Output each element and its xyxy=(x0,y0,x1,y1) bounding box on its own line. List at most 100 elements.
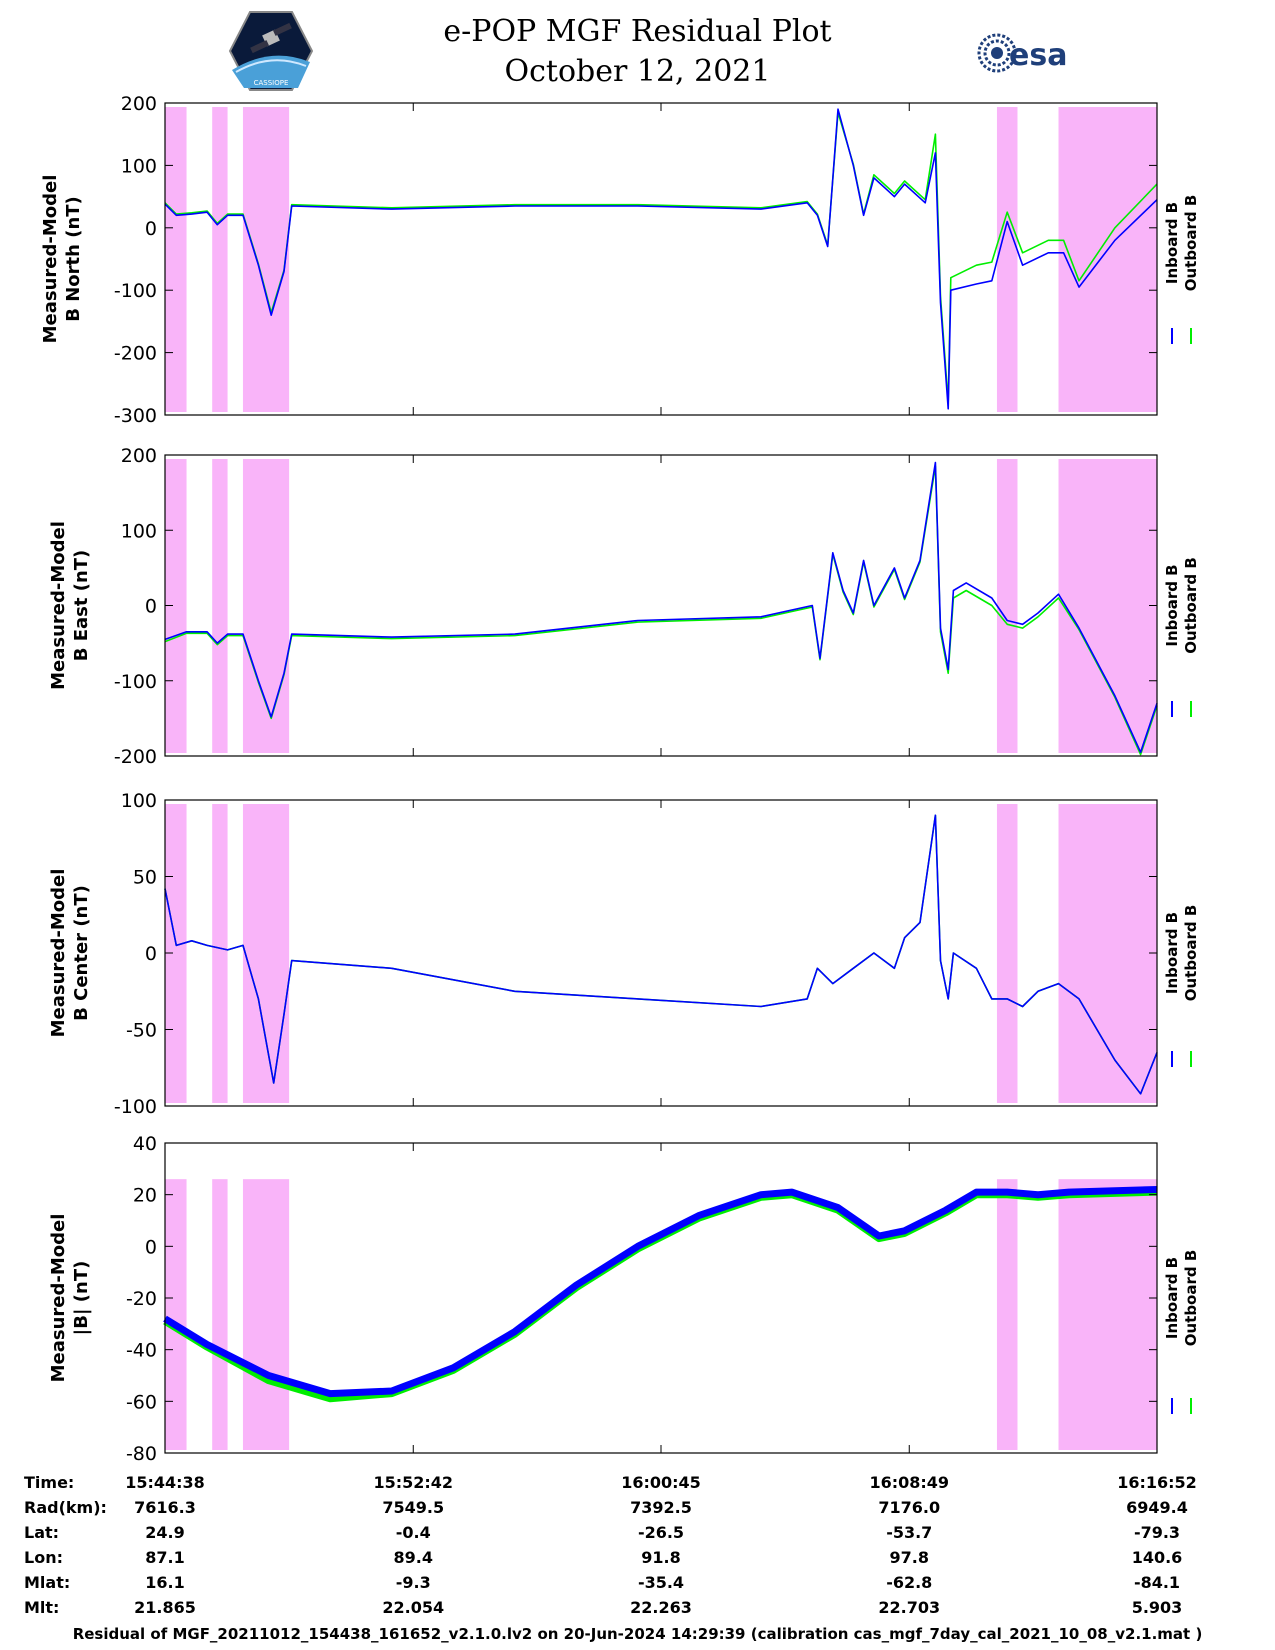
shaded-interval xyxy=(996,107,1018,412)
ephemeris-value: 16:08:49 xyxy=(869,1473,950,1492)
ephemeris-row-label: Time: xyxy=(24,1473,75,1492)
footer-caption: Residual of MGF_20211012_154438_161652_v… xyxy=(72,1625,1203,1643)
ephemeris-value: 89.4 xyxy=(393,1548,433,1567)
y-tick-label: 100 xyxy=(121,520,157,542)
y-tick-label: -20 xyxy=(126,1288,157,1310)
ephemeris-value: 140.6 xyxy=(1131,1548,1183,1567)
y-tick-label: 0 xyxy=(145,218,157,240)
shaded-interval xyxy=(212,459,228,753)
shaded-interval xyxy=(996,1179,1018,1450)
y-tick-label: -100 xyxy=(114,1096,157,1118)
shaded-interval xyxy=(165,459,187,753)
series-line-inboard: Inboard B xyxy=(164,108,1158,410)
ephemeris-row-label: Lon: xyxy=(24,1548,63,1567)
y-tick-label: 100 xyxy=(121,155,157,177)
legend: Inboard B Outboard B xyxy=(1163,1250,1200,1414)
shaded-interval xyxy=(212,804,228,1103)
y-tick-label: 100 xyxy=(121,790,157,812)
shaded-interval xyxy=(242,107,290,412)
panel-b-magnitude: Outboard BInboard B-80-60-40-2002040Meas… xyxy=(48,1133,1200,1465)
ephemeris-value: -35.4 xyxy=(637,1573,685,1592)
ephemeris-value: -62.8 xyxy=(886,1573,933,1592)
legend-entry: Inboard B xyxy=(1163,202,1181,284)
ephemeris-value: 22.054 xyxy=(382,1598,445,1617)
ephemeris-value: 87.1 xyxy=(145,1548,185,1567)
shaded-interval xyxy=(242,459,290,753)
ephemeris-value: 5.903 xyxy=(1131,1598,1183,1617)
legend-entry: Outboard B xyxy=(1182,195,1200,292)
y-tick-label: -40 xyxy=(126,1340,157,1362)
ephemeris-value: -26.5 xyxy=(637,1523,685,1542)
shaded-interval xyxy=(242,1179,290,1450)
ephemeris-value: 97.8 xyxy=(889,1548,929,1567)
legend-entry: Inboard B xyxy=(1163,1257,1181,1339)
y-axis-label: Measured-Model |B| (nT) xyxy=(48,1214,92,1383)
ephemeris-value: -79.3 xyxy=(1133,1523,1181,1542)
legend-entry: Outboard B xyxy=(1182,905,1200,1002)
shaded-interval xyxy=(165,804,187,1103)
shaded-interval xyxy=(212,1179,228,1450)
y-tick-label: 40 xyxy=(133,1133,157,1155)
cassiope-mission-logo: CASSIOPE xyxy=(228,11,314,91)
ephemeris-value: 15:44:38 xyxy=(125,1473,205,1492)
legend-entry: Inboard B xyxy=(1163,912,1181,994)
shaded-interval xyxy=(996,804,1018,1103)
esa-logo: esa xyxy=(977,33,1067,73)
ephemeris-row-label: Lat: xyxy=(24,1523,60,1542)
legend: Inboard B Outboard B xyxy=(1163,195,1200,344)
svg-text:CASSIOPE: CASSIOPE xyxy=(254,79,289,87)
svg-text:esa: esa xyxy=(1009,38,1067,73)
y-axis-label: Measured-Model B North (nT) xyxy=(40,175,84,344)
ephemeris-value: 21.865 xyxy=(134,1598,196,1617)
shaded-interval xyxy=(212,107,228,412)
legend: Inboard B Outboard B xyxy=(1163,557,1200,717)
legend-entry: Inboard B xyxy=(1163,564,1181,646)
y-tick-label: -200 xyxy=(114,343,157,365)
panel-b-north: Outboard BInboard B-300-200-1000100200Me… xyxy=(40,93,1200,427)
ephemeris-value: 22.703 xyxy=(878,1598,941,1617)
shaded-interval xyxy=(165,107,187,412)
ephemeris-value: -53.7 xyxy=(886,1523,933,1542)
ephemeris-value: 16:16:52 xyxy=(1117,1473,1197,1492)
ephemeris-value: 7392.5 xyxy=(630,1498,692,1517)
ephemeris-row-label: Mlat: xyxy=(24,1573,71,1592)
y-axis-label: Measured-Model B Center (nT) xyxy=(48,869,92,1038)
series-line-inboard: Inboard B xyxy=(164,461,1158,753)
ephemeris-value: 16.1 xyxy=(145,1573,185,1592)
shaded-interval xyxy=(996,459,1018,753)
y-tick-label: 0 xyxy=(145,1236,157,1258)
plot-title: e-POP MGF Residual Plot xyxy=(443,14,832,49)
y-tick-label: 20 xyxy=(133,1185,157,1207)
ephemeris-value: -0.4 xyxy=(395,1523,431,1542)
y-tick-label: -50 xyxy=(126,1020,157,1042)
y-tick-label: -60 xyxy=(126,1391,157,1413)
panel-b-east: Outboard BInboard B-200-1000100200Measur… xyxy=(48,445,1200,768)
shaded-interval xyxy=(1058,804,1157,1103)
series-line-inboard: Inboard B xyxy=(164,814,1158,1095)
ephemeris-row-label: Mlt: xyxy=(24,1598,60,1617)
ephemeris-value: -84.1 xyxy=(1133,1573,1181,1592)
ephemeris-value: 6949.4 xyxy=(1126,1498,1188,1517)
series-line-inboard: Inboard B xyxy=(163,1186,1158,1398)
y-tick-label: -300 xyxy=(114,405,157,427)
ephemeris-value: 91.8 xyxy=(641,1548,681,1567)
y-tick-label: 200 xyxy=(121,445,157,467)
ephemeris-value: 7549.5 xyxy=(382,1498,445,1517)
y-tick-label: -100 xyxy=(114,671,157,693)
ephemeris-value: 15:52:42 xyxy=(373,1473,454,1492)
ephemeris-row-label: Rad(km): xyxy=(24,1498,107,1517)
y-axis-label: Measured-Model B East (nT) xyxy=(48,521,92,690)
legend: Inboard B Outboard B xyxy=(1163,905,1200,1067)
shaded-interval xyxy=(1058,459,1157,753)
y-tick-label: -200 xyxy=(114,746,157,768)
y-tick-label: 200 xyxy=(121,93,157,115)
shaded-interval xyxy=(242,804,290,1103)
ephemeris-value: 16:00:45 xyxy=(621,1473,701,1492)
ephemeris-value: 7176.0 xyxy=(878,1498,941,1517)
y-tick-label: -100 xyxy=(114,280,157,302)
y-tick-label: 50 xyxy=(133,867,157,889)
y-tick-label: 0 xyxy=(145,596,157,618)
y-tick-label: -80 xyxy=(126,1443,157,1465)
y-tick-label: 0 xyxy=(145,943,157,965)
legend-entry: Outboard B xyxy=(1182,557,1200,654)
